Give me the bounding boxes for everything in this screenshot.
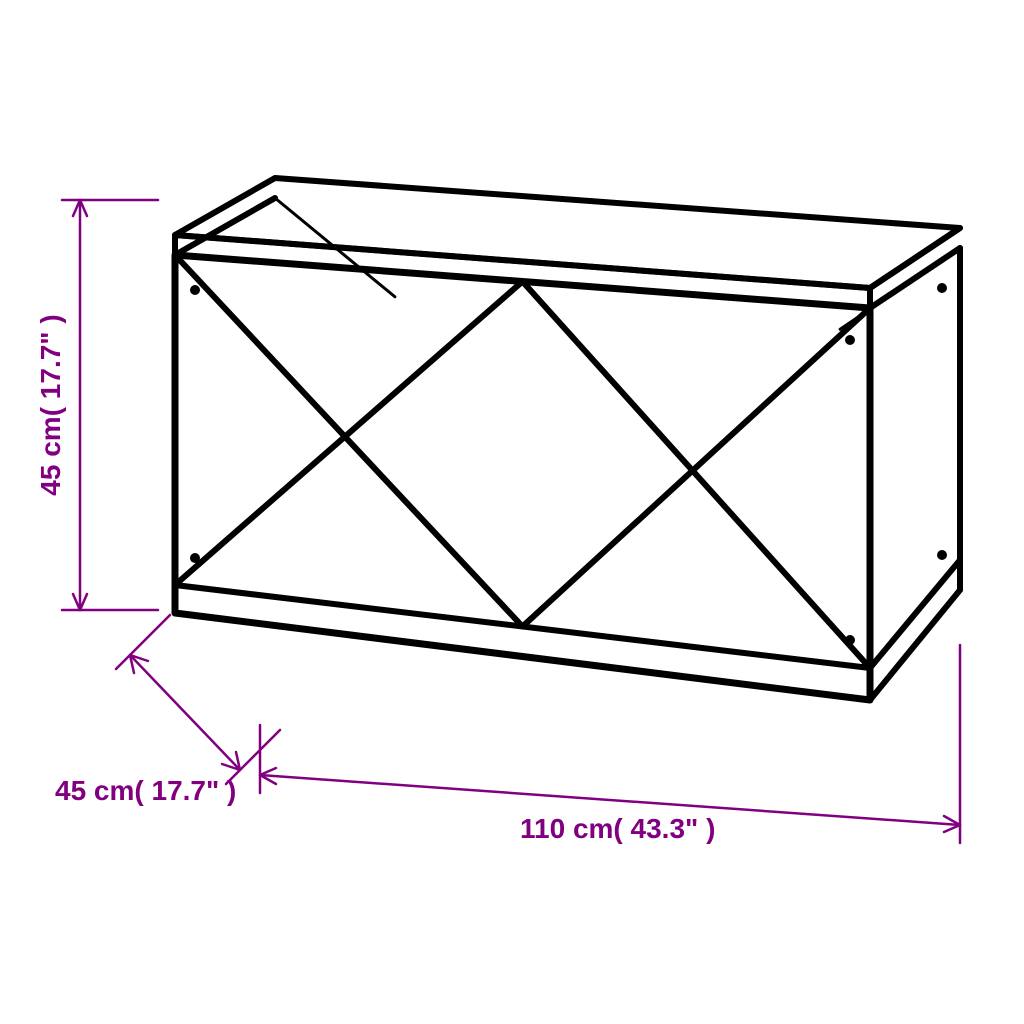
dimension-width-label: 110 cm( 43.3" ) xyxy=(520,813,715,844)
dimension-height-label: 45 cm( 17.7" ) xyxy=(35,314,66,495)
dimension-depth-label: 45 cm( 17.7" ) xyxy=(55,775,236,806)
